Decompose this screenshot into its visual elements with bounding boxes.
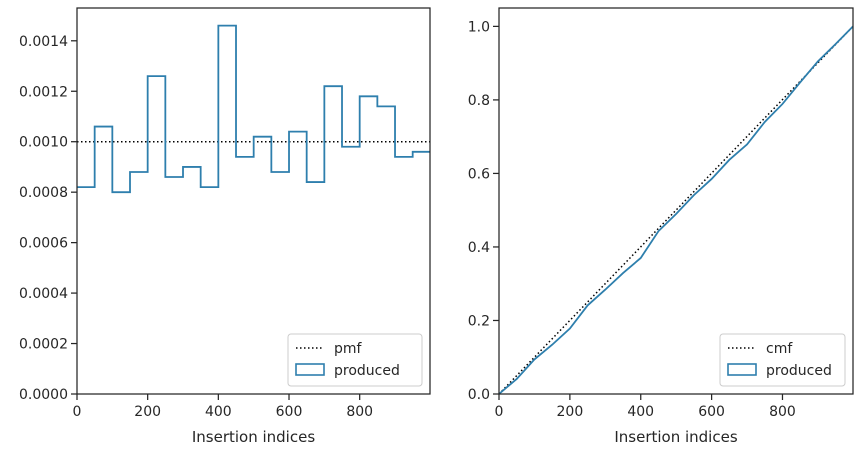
axes-frame	[498, 7, 854, 395]
legend: pmf produced	[287, 333, 423, 387]
legend: cmf produced	[719, 333, 846, 387]
x-tick-label: 400	[205, 404, 232, 420]
y-tick-label: 1.0	[468, 19, 490, 35]
series-produced-line	[498, 25, 854, 395]
cmf-cumulative-panel: 0 200 400 600 800 0.0 0.2 0.4 0.6 0.8 1.0 Insertion…	[468, 7, 854, 446]
y-tick-label: 0.2	[468, 313, 490, 329]
legend-box	[287, 333, 423, 387]
y-tick-label: 0.0004	[19, 286, 68, 302]
series-produced-line	[77, 24, 430, 194]
y-tick-label: 0.0	[468, 387, 490, 403]
legend-label-pmf: pmf	[334, 341, 363, 357]
y-tick-label: 0.0008	[19, 185, 68, 201]
pmf-histogram-panel: 0 200 400 600 800 0.0000 0.0002 0.0004 0.0006 0.0…	[19, 7, 431, 446]
x-tick-label: 200	[134, 404, 161, 420]
legend-label-produced: produced	[766, 363, 832, 379]
x-axis-label: Insertion indices	[192, 428, 315, 446]
x-tick-label: 200	[557, 404, 584, 420]
y-tick-label: 0.0010	[19, 135, 68, 151]
legend-label-cmf: cmf	[766, 341, 793, 357]
axes-frame	[76, 7, 431, 395]
y-tick-label: 0.0002	[19, 337, 68, 353]
legend-swatch-produced	[727, 363, 757, 376]
y-tick-label: 0.4	[468, 240, 490, 256]
y-tick-label: 0.6	[468, 166, 490, 182]
y-tick-label: 0.0000	[19, 387, 68, 403]
y-tick-label: 0.0006	[19, 236, 68, 252]
series-cmf-line	[498, 25, 854, 395]
y-tick-label: 0.0012	[19, 84, 68, 100]
x-tick-label: 600	[698, 404, 725, 420]
legend-label-produced: produced	[334, 363, 400, 379]
legend-swatch-produced	[295, 363, 325, 376]
y-tick-label: 0.0014	[19, 34, 68, 50]
x-axis-label: Insertion indices	[614, 428, 737, 446]
x-tick-label: 600	[276, 404, 303, 420]
x-tick-label: 0	[73, 404, 82, 420]
x-tick-label: 800	[769, 404, 796, 420]
y-tick-label: 0.8	[468, 93, 490, 109]
x-tick-label: 800	[346, 404, 373, 420]
x-tick-label: 400	[627, 404, 654, 420]
legend-box	[719, 333, 846, 387]
x-tick-label: 0	[495, 404, 504, 420]
